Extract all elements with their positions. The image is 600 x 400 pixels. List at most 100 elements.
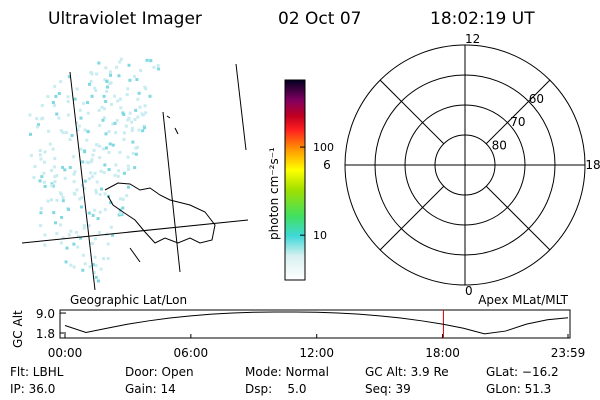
- speckle: [105, 85, 109, 89]
- speckle: [116, 99, 120, 103]
- hour-label: 6: [323, 158, 331, 172]
- speckle: [66, 100, 70, 104]
- speckle: [81, 160, 85, 164]
- speckle: [133, 166, 137, 170]
- speckle: [58, 191, 62, 195]
- speckle: [38, 179, 42, 183]
- speckle: [97, 230, 101, 234]
- colorbar-tick-label: 100: [313, 141, 334, 154]
- speckle: [64, 260, 68, 264]
- speckle: [51, 147, 55, 151]
- speckle: [106, 242, 110, 246]
- speckle: [143, 126, 147, 130]
- speckle: [111, 143, 115, 147]
- diag-line: [379, 185, 445, 251]
- speckle: [50, 183, 54, 187]
- speckle: [105, 79, 109, 83]
- colorbar-label: photon cm⁻²s⁻¹: [267, 147, 281, 240]
- speckle: [117, 74, 121, 78]
- speckle: [126, 164, 130, 168]
- speckle: [148, 94, 152, 98]
- speckle: [79, 116, 83, 120]
- plot-title: Geographic Lat/Lon: [70, 293, 187, 307]
- info-field: GC Alt: 3.9 Re: [365, 365, 449, 379]
- speckle: [89, 241, 93, 245]
- y-tick-label: 9.0: [36, 307, 55, 321]
- speckle: [104, 66, 108, 70]
- info-field: IP: 36.0: [10, 382, 55, 396]
- speckle: [144, 87, 148, 91]
- x-tick-label: 00:00: [48, 346, 83, 360]
- speckle: [66, 113, 70, 117]
- speckle: [102, 94, 106, 98]
- speckle: [122, 131, 126, 135]
- speckle: [128, 78, 132, 82]
- speckle: [43, 184, 47, 188]
- speckle: [111, 122, 115, 126]
- speckle: [140, 112, 144, 116]
- speckle: [142, 124, 146, 128]
- speckle: [113, 173, 117, 177]
- speckle: [42, 180, 46, 184]
- speckle: [125, 194, 129, 198]
- speckle: [109, 81, 113, 85]
- speckle: [133, 118, 137, 122]
- speckle: [39, 211, 43, 215]
- speckle: [40, 117, 44, 121]
- speckle: [107, 130, 111, 134]
- speckle: [97, 61, 101, 65]
- speckle: [118, 150, 122, 154]
- speckle: [121, 206, 125, 210]
- speckle: [102, 170, 106, 174]
- speckle: [92, 271, 96, 275]
- speckle: [54, 94, 58, 98]
- x-tick-label: 23:59: [551, 346, 586, 360]
- speckle: [78, 197, 82, 201]
- speckle: [39, 157, 43, 161]
- altitude-line: [64, 311, 569, 335]
- speckle: [100, 187, 104, 191]
- speckle: [143, 85, 147, 89]
- speckle: [75, 188, 79, 192]
- speckle: [104, 146, 108, 150]
- hour-label: 18: [585, 158, 600, 172]
- speckle: [93, 208, 97, 212]
- speckle: [55, 174, 59, 178]
- speckle: [139, 69, 143, 73]
- speckle: [89, 160, 93, 164]
- speckle: [95, 72, 99, 76]
- speckle: [54, 221, 58, 225]
- date: 02 Oct 07: [278, 9, 361, 29]
- speckle: [61, 199, 65, 203]
- speckle: [117, 213, 121, 217]
- speckle: [91, 153, 95, 157]
- speckle: [53, 156, 57, 160]
- speckle: [35, 125, 39, 129]
- speckle: [76, 128, 80, 132]
- speckle: [157, 67, 161, 71]
- speckle: [128, 111, 132, 115]
- speckle: [107, 151, 111, 155]
- speckle: [85, 160, 89, 164]
- speckle: [97, 108, 101, 112]
- speckle: [98, 124, 102, 128]
- speckle: [122, 171, 126, 175]
- speckle: [82, 187, 86, 191]
- hour-label: 0: [465, 284, 473, 298]
- info-field: Mode: Normal: [245, 365, 329, 379]
- speckle: [52, 211, 56, 215]
- speckle: [94, 88, 98, 92]
- speckle: [61, 236, 65, 240]
- speckle: [111, 233, 115, 237]
- speckle: [76, 235, 80, 239]
- hour-label: 12: [465, 32, 480, 46]
- speckle: [137, 91, 141, 95]
- speckle: [63, 168, 67, 172]
- speckle: [89, 79, 93, 83]
- speckle: [124, 124, 128, 128]
- speckle: [79, 236, 83, 240]
- speckle: [69, 263, 73, 267]
- speckle: [99, 169, 103, 173]
- speckle: [102, 107, 106, 111]
- speckle: [98, 144, 102, 148]
